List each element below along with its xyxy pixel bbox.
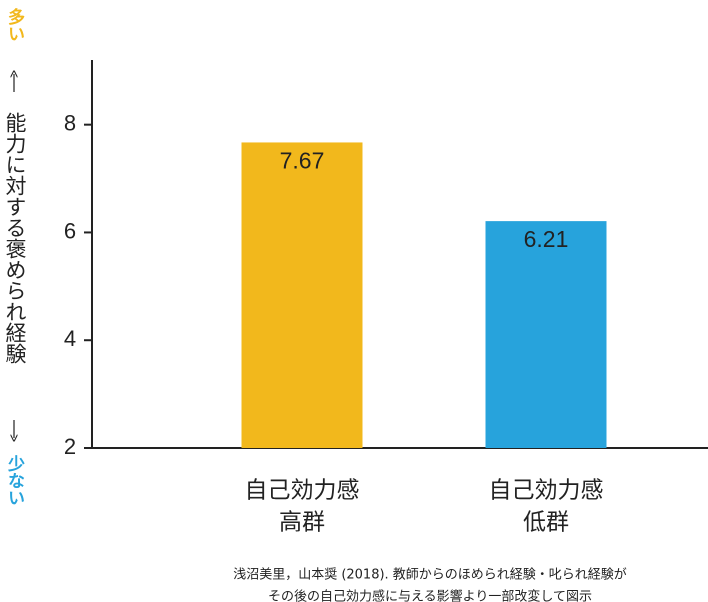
y-tick-label: 2 xyxy=(64,434,76,459)
caption: 浅沼美里，山本奨 (2018). 教師からのほめられ経験・叱られ経験が xyxy=(233,567,627,583)
caption: その後の自己効力感に与える影響より一部改変して図示 xyxy=(268,589,592,602)
y-label-bottom: 少ない xyxy=(4,455,26,506)
bar xyxy=(241,142,363,448)
x-tick-label: 自己効力感 xyxy=(489,478,604,504)
y-label-top: 多い xyxy=(4,7,25,42)
value-label: 6.21 xyxy=(524,226,569,252)
x-tick-label: 高群 xyxy=(279,510,325,536)
y-tick-label: 6 xyxy=(64,218,76,243)
y-label-main: 能力に対する褒められ経験 xyxy=(3,112,27,364)
value-label: 7.67 xyxy=(280,148,325,174)
y-tick-label: 4 xyxy=(64,326,76,351)
x-tick-label: 自己効力感 xyxy=(245,478,360,504)
x-tick-label: 低群 xyxy=(523,510,569,536)
bar xyxy=(485,221,607,448)
y-tick-label: 8 xyxy=(64,110,76,135)
